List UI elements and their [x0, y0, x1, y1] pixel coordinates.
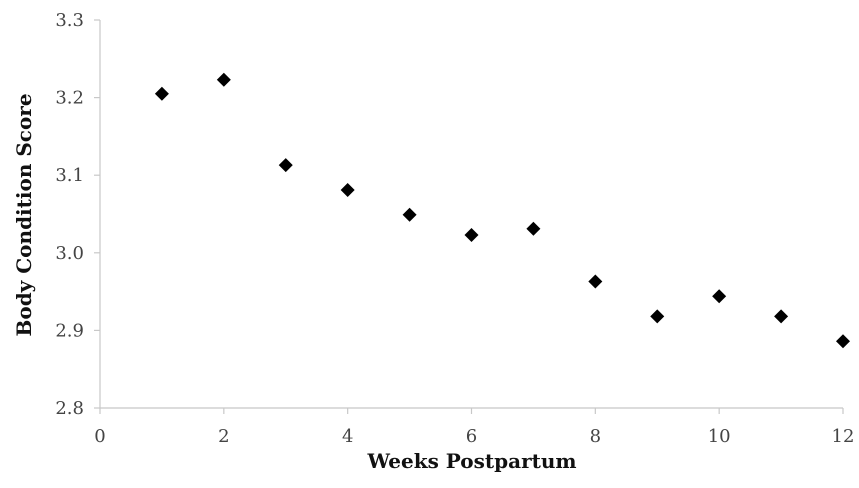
data-point-diamond	[650, 309, 665, 324]
y-tick-label: 2.8	[55, 398, 84, 419]
data-point-diamond	[464, 227, 479, 242]
data-point-diamond	[712, 289, 727, 304]
y-tick-label: 2.9	[55, 320, 84, 341]
data-point-diamond	[278, 158, 293, 173]
y-axis-title: Body Condition Score	[12, 93, 36, 336]
data-point-diamond	[154, 86, 169, 101]
x-tick-label: 0	[94, 426, 105, 447]
data-point-diamond	[340, 182, 355, 197]
x-tick-label: 2	[218, 426, 229, 447]
axes: 2.8 2.9 3.0 3.1 3.2 3.3 0 2 4 6 8 10 12	[55, 10, 854, 447]
data-point-diamond	[402, 207, 417, 222]
x-tick-label: 10	[708, 426, 731, 447]
y-tick-label: 3.0	[55, 243, 84, 264]
data-point-diamond	[526, 221, 541, 236]
x-tick-label: 8	[590, 426, 601, 447]
data-point-diamond	[774, 309, 789, 324]
x-tick-label: 6	[466, 426, 477, 447]
data-point-diamond	[588, 274, 603, 289]
y-tick-label: 3.2	[55, 88, 84, 109]
x-axis-title: Weeks Postpartum	[366, 449, 576, 473]
y-tick-label: 3.1	[55, 165, 84, 186]
data-point-diamond	[216, 72, 231, 87]
data-point-diamond	[836, 334, 850, 349]
y-tick-label: 3.3	[55, 10, 84, 31]
data-points	[154, 72, 850, 349]
x-tick-label: 12	[832, 426, 855, 447]
x-tick-label: 4	[342, 426, 353, 447]
